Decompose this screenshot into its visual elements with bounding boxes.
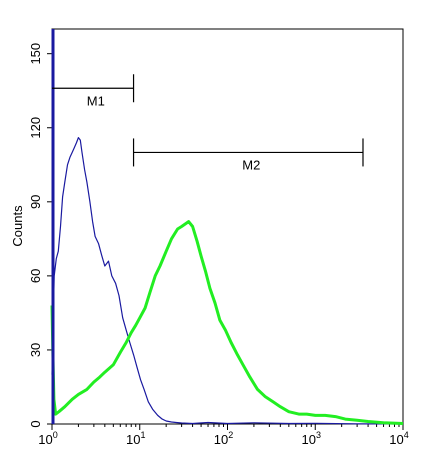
histogram-series — [50, 29, 404, 425]
gate-label-m2: M2 — [242, 157, 260, 172]
y-axis: 0 30 60 90 120 150 — [28, 43, 52, 428]
y-axis-title: Counts — [10, 205, 25, 247]
y-tick-label: 150 — [28, 43, 43, 65]
x-tick-exponent: 3 — [316, 430, 321, 440]
y-tick-label: 30 — [28, 343, 43, 357]
control-histogram-line — [51, 137, 404, 425]
x-tick-base: 10 — [214, 432, 228, 447]
gate-label-m1: M1 — [87, 93, 105, 108]
y-tick-label: 120 — [28, 117, 43, 139]
x-tick-base: 10 — [38, 432, 52, 447]
y-tick-label: 0 — [28, 420, 43, 427]
x-tick-base: 10 — [302, 432, 316, 447]
x-tick-exponent: 4 — [404, 430, 409, 440]
x-tick-label: 101 — [126, 430, 145, 447]
x-tick-base: 10 — [126, 432, 140, 447]
x-tick-label: 103 — [302, 430, 321, 447]
y-tick-label: 60 — [28, 269, 43, 283]
x-axis: 100 101 102 103 104 — [38, 424, 409, 447]
sample-histogram-line — [50, 220, 404, 425]
x-tick-exponent: 2 — [228, 430, 233, 440]
x-tick-exponent: 1 — [140, 430, 145, 440]
gate-markers: M1 M2 — [52, 74, 364, 172]
y-tick-label: 90 — [28, 195, 43, 209]
x-tick-base: 10 — [389, 432, 403, 447]
x-tick-exponent: 0 — [53, 430, 58, 440]
x-tick-label: 100 — [38, 430, 57, 447]
x-tick-label: 102 — [214, 430, 233, 447]
x-tick-label: 104 — [389, 430, 408, 447]
